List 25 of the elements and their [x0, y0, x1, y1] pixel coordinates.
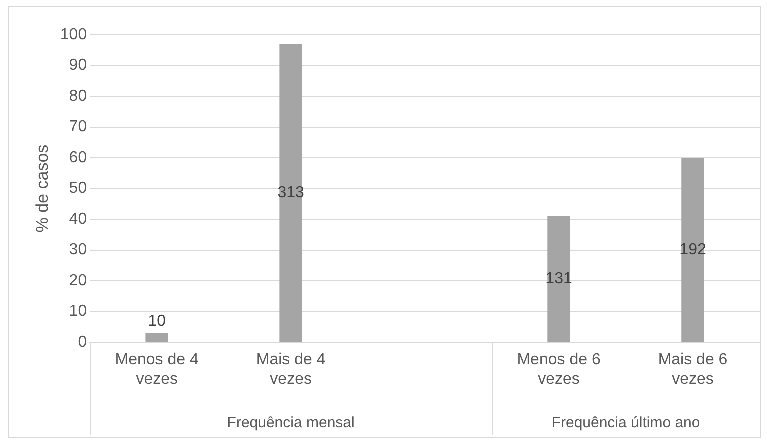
- bar: [146, 333, 168, 342]
- x-tick-label: Menos de 4 vezes: [115, 352, 199, 388]
- y-tick-label: 80: [69, 88, 88, 105]
- y-tick-label: 60: [69, 149, 88, 166]
- annotation: 10: [148, 312, 166, 330]
- bar: [682, 158, 704, 342]
- x-tick-label: Mais de 6 vezes: [658, 352, 728, 388]
- text: Frequência mensal: [227, 414, 355, 432]
- y-tick-label: 70: [69, 118, 88, 136]
- y-tick-label: 100: [60, 26, 88, 44]
- y-tick-label: 40: [69, 210, 88, 228]
- y-axis-title: % de casos: [32, 144, 52, 233]
- x-tick-label: Menos de 6 vezes: [517, 352, 601, 388]
- y-tick-label: 10: [69, 303, 88, 320]
- bar: [548, 216, 570, 342]
- y-tick-label: 30: [69, 242, 88, 259]
- annotation: 131: [546, 270, 572, 288]
- bar: [280, 44, 302, 342]
- annotation: 192: [680, 241, 706, 258]
- text: Frequência último ano: [552, 414, 700, 432]
- x-tick-label: Mais de 4 vezes: [256, 352, 326, 388]
- y-tick-label: 0: [78, 334, 88, 352]
- y-tick-label: 90: [69, 57, 88, 74]
- y-tick-label: 50: [69, 180, 88, 198]
- y-tick-label: 20: [69, 272, 88, 290]
